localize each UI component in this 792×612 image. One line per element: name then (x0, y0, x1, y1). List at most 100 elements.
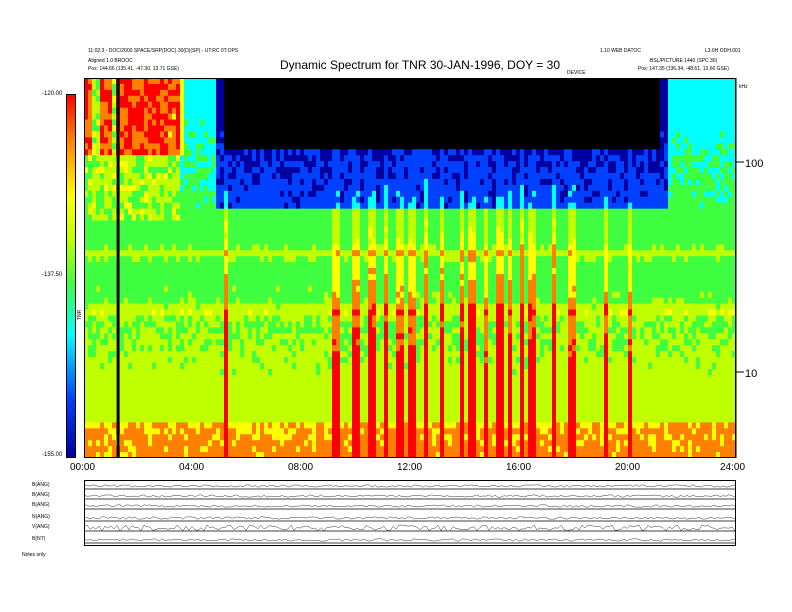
spectrogram-cell (164, 220, 169, 228)
spectrogram-cell (384, 398, 389, 406)
spectrogram-cell (228, 380, 233, 388)
spectrogram-cell (112, 238, 117, 245)
spectrogram-cell (372, 173, 377, 180)
spectrogram-cell (200, 149, 205, 156)
spectrogram-cell (360, 238, 365, 245)
spectrogram-cell (124, 333, 129, 340)
spectrogram-cell (336, 279, 341, 287)
spectrogram-cell (276, 155, 281, 162)
spectrogram-cell (336, 250, 341, 257)
spectrogram-cell (188, 321, 193, 328)
spectrogram-cell (292, 315, 297, 323)
spectrogram-cell (312, 149, 317, 156)
spectrogram-cell (304, 173, 309, 180)
spectrogram-cell (228, 268, 233, 275)
spectrogram-cell (140, 428, 145, 435)
spectrogram-cell (268, 250, 273, 257)
spectrogram-cell (232, 446, 237, 453)
spectrogram-cell (272, 161, 277, 168)
spectrogram-cell (244, 428, 249, 435)
spectrogram-cell (144, 161, 149, 168)
spectrogram-cell (232, 297, 237, 305)
spectrogram-cell (328, 173, 333, 180)
spectrogram-cell (356, 167, 361, 174)
spectrogram-cell (148, 131, 153, 138)
spectrogram-cell (248, 285, 253, 293)
spectrogram-cell (308, 410, 313, 418)
spectrogram-cell (276, 285, 281, 293)
spectrogram-cell (132, 410, 137, 418)
spectrogram-cell (372, 279, 377, 287)
spectrogram-cell (264, 78, 269, 85)
spectrogram-cell (212, 291, 217, 299)
spectrogram-cell (196, 303, 201, 311)
spectrogram-cell (356, 321, 361, 328)
spectrogram-cell (104, 190, 109, 198)
spectrogram-cell (272, 357, 277, 364)
spectrogram-cell (132, 380, 137, 388)
spectrogram-cell (112, 303, 117, 311)
spectrogram-cell (296, 357, 301, 364)
spectrogram-cell (156, 392, 161, 400)
spectrogram-cell (216, 149, 221, 156)
spectrogram-cell (364, 178, 369, 186)
spectrogram-cell (248, 398, 253, 406)
spectrogram-cell (244, 434, 249, 441)
spectrogram-cell (276, 297, 281, 305)
spectrogram-cell (120, 137, 125, 144)
spectrogram-cell (296, 380, 301, 388)
spectrogram-cell (252, 327, 257, 334)
spectrogram-cell (176, 113, 181, 121)
spectrogram-cell (148, 149, 153, 156)
spectrogram-cell (292, 345, 297, 352)
spectrogram-cell (196, 131, 201, 138)
spectrogram-cell (188, 333, 193, 340)
spectrogram-cell (252, 392, 257, 400)
spectrogram-cell (344, 339, 349, 346)
spectrogram-cell (108, 143, 113, 150)
spectrogram-cell (332, 161, 337, 168)
spectrogram-cell (392, 89, 397, 97)
spectrogram-cell (308, 434, 313, 441)
spectrogram-cell (364, 250, 369, 257)
spectrogram-cell (348, 184, 353, 192)
spectrogram-cell (236, 285, 241, 293)
spectrogram-cell (156, 137, 161, 144)
spectrogram-cell (332, 202, 337, 210)
spectrogram-cell (272, 214, 277, 222)
spectrogram-cell (252, 238, 257, 245)
spectrogram-cell (308, 149, 313, 156)
spectrogram-cell (164, 351, 169, 358)
spectrogram-cell (356, 238, 361, 245)
spectrogram-cell (360, 333, 365, 340)
spectrogram-cell (296, 303, 301, 311)
spectrogram-cell (368, 101, 373, 109)
spectrogram-cell (132, 113, 137, 121)
spectrogram-cell (252, 404, 257, 412)
spectrogram-cell (236, 315, 241, 323)
spectrogram-cell (156, 410, 161, 418)
spectrogram-cell (232, 101, 237, 109)
spectrogram-cell (252, 214, 257, 222)
spectrogram-cell (340, 244, 345, 251)
spectrogram-cell (240, 351, 245, 358)
spectrogram-cell (288, 250, 293, 257)
spectrogram-cell (124, 208, 129, 216)
spectrogram-cell (292, 226, 297, 233)
spectrogram-cell (324, 167, 329, 174)
spectrogram-cell (280, 125, 285, 133)
spectrogram-cell (392, 125, 397, 133)
spectrogram-cell (356, 392, 361, 400)
spectrogram-cell (168, 268, 173, 275)
spectrogram-cell (376, 368, 381, 376)
spectrogram-cell (324, 363, 329, 370)
spectrogram-cell (176, 131, 181, 138)
spectrogram-cell (292, 83, 297, 91)
spectrogram-cell (360, 131, 365, 138)
spectrogram-cell (388, 291, 393, 299)
spectrogram-cell (104, 357, 109, 364)
spectrogram-cell (196, 220, 201, 228)
spectrogram-cell (368, 107, 373, 115)
spectrogram-cell (356, 333, 361, 340)
spectrogram-cell (128, 101, 133, 109)
